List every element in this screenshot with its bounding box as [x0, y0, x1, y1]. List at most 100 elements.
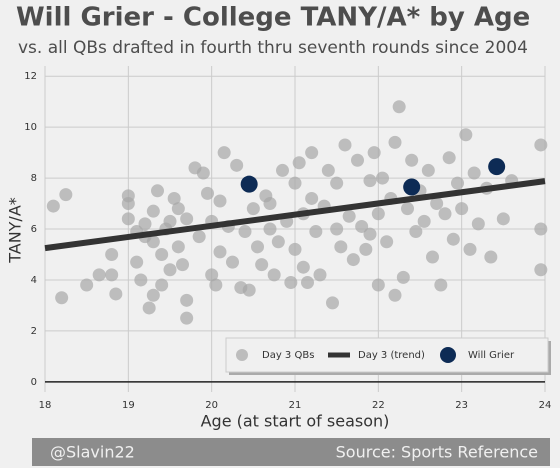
point: [288, 242, 302, 256]
point: [226, 255, 239, 269]
point: [334, 240, 348, 254]
point: [196, 166, 210, 180]
point: [442, 151, 456, 165]
point: [176, 258, 189, 272]
point: [417, 214, 431, 228]
point: [451, 176, 464, 190]
point: [359, 242, 373, 256]
y-tick-label: 0: [31, 377, 37, 388]
x-tick-label: 24: [539, 400, 552, 411]
legend-label: Day 3 (trend): [358, 350, 425, 361]
x-tick-label: 19: [122, 400, 135, 411]
point: [146, 288, 160, 302]
point: [467, 166, 481, 180]
legend-label: Day 3 QBs: [262, 350, 314, 361]
point: [46, 199, 60, 213]
point: [180, 311, 194, 325]
point: [180, 212, 194, 226]
point: [355, 219, 369, 233]
point: [121, 212, 135, 226]
highlight-point: [240, 175, 258, 193]
x-tick-label: 23: [455, 400, 468, 411]
point: [371, 207, 385, 221]
point: [255, 258, 269, 272]
point: [351, 153, 364, 167]
point: [342, 209, 356, 223]
point: [376, 171, 389, 185]
legend-box: [225, 337, 549, 373]
point: [367, 146, 381, 160]
point: [455, 202, 469, 216]
point: [80, 278, 94, 292]
point: [105, 268, 119, 282]
point: [305, 191, 319, 205]
footer-credit: @Slavin22: [50, 443, 135, 462]
point: [263, 197, 277, 211]
x-tick-label: 18: [39, 400, 52, 411]
point: [321, 163, 335, 177]
x-tick-label: 20: [205, 400, 218, 411]
point: [263, 222, 277, 236]
point: [388, 135, 402, 149]
point: [192, 230, 206, 244]
point: [251, 240, 264, 254]
point: [213, 194, 227, 208]
point: [238, 225, 252, 239]
y-tick-label: 6: [31, 224, 37, 235]
legend-swatch: [440, 347, 456, 363]
y-tick-label: 8: [31, 173, 37, 184]
y-axis-label: TANY/A*: [6, 197, 25, 264]
point: [388, 288, 402, 302]
point: [330, 176, 344, 190]
x-tick-label: 21: [289, 400, 302, 411]
point: [430, 197, 444, 211]
point: [171, 202, 185, 216]
point: [426, 250, 439, 264]
point: [534, 222, 548, 236]
point: [59, 188, 73, 202]
point: [405, 153, 419, 167]
point: [446, 232, 460, 246]
point: [130, 255, 144, 269]
point: [134, 273, 148, 287]
point: [213, 245, 227, 259]
point: [438, 207, 452, 221]
point: [363, 227, 377, 241]
legend-label: Will Grier: [468, 350, 515, 361]
point: [242, 283, 256, 297]
point: [313, 268, 327, 282]
point: [401, 202, 414, 216]
point: [309, 225, 323, 239]
y-tick-label: 2: [31, 326, 37, 337]
point: [276, 163, 289, 177]
point: [155, 278, 169, 292]
highlight-point: [403, 178, 421, 196]
point: [409, 225, 423, 239]
point: [301, 275, 314, 289]
point: [246, 202, 260, 216]
point: [163, 214, 177, 228]
point: [201, 186, 214, 200]
point: [167, 191, 181, 205]
point: [296, 260, 310, 274]
point: [267, 268, 281, 282]
y-tick-label: 10: [24, 122, 37, 133]
point: [155, 247, 169, 261]
point: [326, 296, 339, 310]
point: [380, 235, 394, 249]
y-tick-label: 4: [31, 275, 37, 286]
footer-bar: [32, 438, 550, 466]
x-tick-label: 22: [372, 400, 385, 411]
point: [421, 163, 435, 177]
point: [363, 174, 377, 188]
point: [463, 242, 477, 256]
point: [171, 240, 185, 254]
point: [146, 235, 160, 249]
point: [338, 138, 352, 152]
point: [138, 217, 152, 231]
point: [288, 176, 302, 190]
point: [305, 146, 319, 160]
point: [271, 235, 285, 249]
